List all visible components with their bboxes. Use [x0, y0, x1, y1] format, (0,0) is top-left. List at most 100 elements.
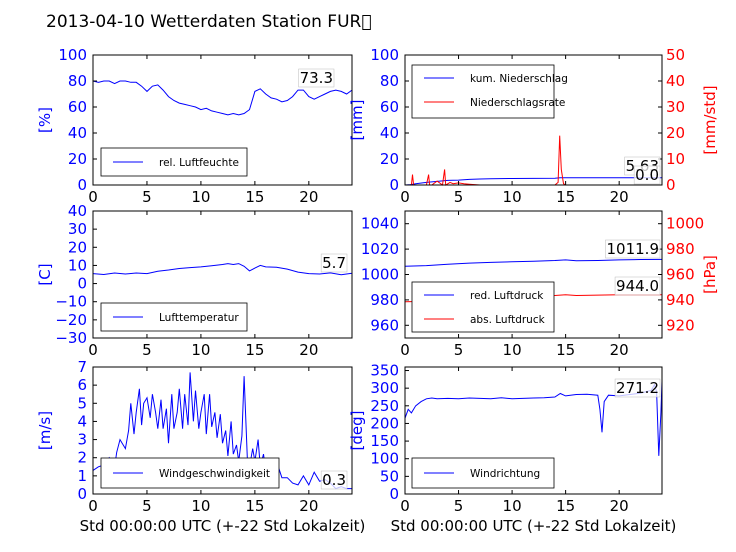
x-tick-label: 0 — [400, 497, 410, 515]
value-annotation: 0.0 — [635, 166, 659, 184]
panel-humidity: 0 5 10 15 20 0 20 40 60 80 100 [%] rel. Luftfeuchte 7… — [36, 46, 353, 206]
panel-pressure: 0 5 10 15 20 960 980 1000 1020 1040 920 940 960 980 10… — [361, 210, 719, 359]
legend-label: red. Luftdruck — [470, 290, 544, 302]
x-tick-label: 20 — [299, 497, 318, 515]
panel-precip: 0 5 10 15 20 0 20 40 60 80 100 0 10 20 30 40 50 [mm] [mm/s… — [348, 46, 719, 206]
series-line-1 — [404, 258, 663, 267]
y-right-tick-label: 920 — [666, 316, 695, 334]
y-tick-label: 6 — [77, 376, 87, 394]
y-tick-label: 0 — [77, 176, 87, 194]
x-tick-label: 5 — [142, 341, 152, 359]
y-tick-label: 4 — [77, 412, 87, 430]
y-tick-label: 350 — [370, 362, 399, 380]
y-tick-label: 50 — [380, 467, 399, 485]
y-axis-label: [deg] — [348, 411, 366, 451]
y-tick-label: 80 — [380, 72, 399, 90]
y-axis-label: [mm] — [348, 100, 366, 141]
value-annotation-box — [320, 253, 348, 273]
legend: Lufttemperatur — [100, 302, 248, 332]
legend: kum. Niederschlag Niederschlagsrate — [411, 64, 568, 119]
x-tick-label: 10 — [503, 188, 522, 206]
y-tick-label: 10 — [68, 256, 87, 274]
x-tick-label: 0 — [88, 497, 98, 515]
x-tick-label: 15 — [245, 341, 264, 359]
series-line-1 — [92, 372, 352, 490]
y-tick-label: 3 — [77, 431, 87, 449]
series-line-1 — [92, 80, 353, 116]
y-tick-label: 100 — [370, 450, 399, 468]
y-tick-label: 100 — [370, 46, 399, 64]
x-tick-label: 10 — [191, 341, 210, 359]
legend-label: Niederschlagsrate — [470, 97, 565, 109]
x-tick-label: 10 — [191, 188, 210, 206]
value-annotation: 1011.9 — [607, 240, 660, 258]
y-tick-label: 0 — [77, 275, 87, 293]
x-tick-label: 10 — [503, 497, 522, 515]
y-right-tick-label: 10 — [666, 150, 685, 168]
y-right-tick-label: 40 — [666, 72, 685, 90]
value-annotation: 271.2 — [616, 379, 659, 397]
y-tick-label: 80 — [68, 72, 87, 90]
value-annotation-box — [605, 239, 661, 259]
x-tick-label: 20 — [299, 341, 318, 359]
x-tick-label: 20 — [610, 341, 629, 359]
y-tick-label: 1020 — [361, 240, 399, 258]
plot-frame — [92, 366, 353, 495]
y-tick-label: −20 — [55, 311, 87, 329]
y-tick-label: −30 — [55, 329, 87, 347]
x-tick-label: 0 — [400, 341, 410, 359]
legend-label: Windrichtung — [470, 468, 540, 480]
value-annotation-box — [614, 276, 661, 296]
value-annotation-box — [614, 378, 661, 398]
y-tick-label: 0 — [389, 176, 399, 194]
x-tick-label: 5 — [454, 188, 464, 206]
y-tick-label: 200 — [370, 414, 399, 432]
y-tick-label: 250 — [370, 397, 399, 415]
y-tick-label: 300 — [370, 379, 399, 397]
y-tick-label: 1040 — [361, 215, 399, 233]
legend: red. Luftdruck abs. Luftdruck — [411, 281, 555, 333]
y-right-tick-label: 0 — [666, 176, 676, 194]
x-tick-label: 0 — [88, 341, 98, 359]
x-tick-label: 20 — [610, 188, 629, 206]
y-right-tick-label: 30 — [666, 98, 685, 116]
x-axis-label: Std 00:00:00 UTC (+-22 Std Lokalzeit) — [391, 517, 677, 535]
x-tick-label: 5 — [454, 497, 464, 515]
y-right-tick-label: 20 — [666, 124, 685, 142]
y-right-tick-label: 50 — [666, 46, 685, 64]
y-tick-label: 60 — [380, 98, 399, 116]
x-tick-label: 15 — [556, 188, 575, 206]
y-tick-label: 960 — [370, 316, 399, 334]
y-tick-label: 40 — [68, 124, 87, 142]
y-tick-label: 1 — [77, 467, 87, 485]
y-tick-label: 20 — [380, 150, 399, 168]
legend: Windrichtung — [411, 457, 555, 489]
y-tick-label: 100 — [58, 46, 87, 64]
x-tick-label: 5 — [142, 497, 152, 515]
y-tick-label: 980 — [370, 291, 399, 309]
x-tick-label: 10 — [503, 341, 522, 359]
legend: Windgeschwindigkeit — [100, 457, 280, 489]
y-right-axis-label: [hPa] — [701, 255, 719, 294]
plot-frame — [92, 54, 353, 186]
legend-label: Windgeschwindigkeit — [159, 468, 270, 480]
y-tick-label: 5 — [77, 394, 87, 412]
y-axis-label: [%] — [36, 107, 54, 133]
y-right-tick-label: 980 — [666, 240, 695, 258]
y-tick-label: 40 — [380, 124, 399, 142]
y-axis-label: [C] — [36, 263, 54, 285]
x-tick-label: 20 — [299, 188, 318, 206]
legend-label: Lufttemperatur — [159, 312, 239, 324]
x-tick-label: 5 — [142, 188, 152, 206]
series-line-1 — [404, 177, 662, 186]
x-tick-label: 0 — [400, 188, 410, 206]
value-annotation-box — [298, 68, 335, 88]
y-tick-label: 7 — [77, 358, 87, 376]
y-tick-label: 0 — [77, 485, 87, 503]
value-annotation-box — [320, 470, 348, 490]
legend-box — [411, 64, 555, 119]
